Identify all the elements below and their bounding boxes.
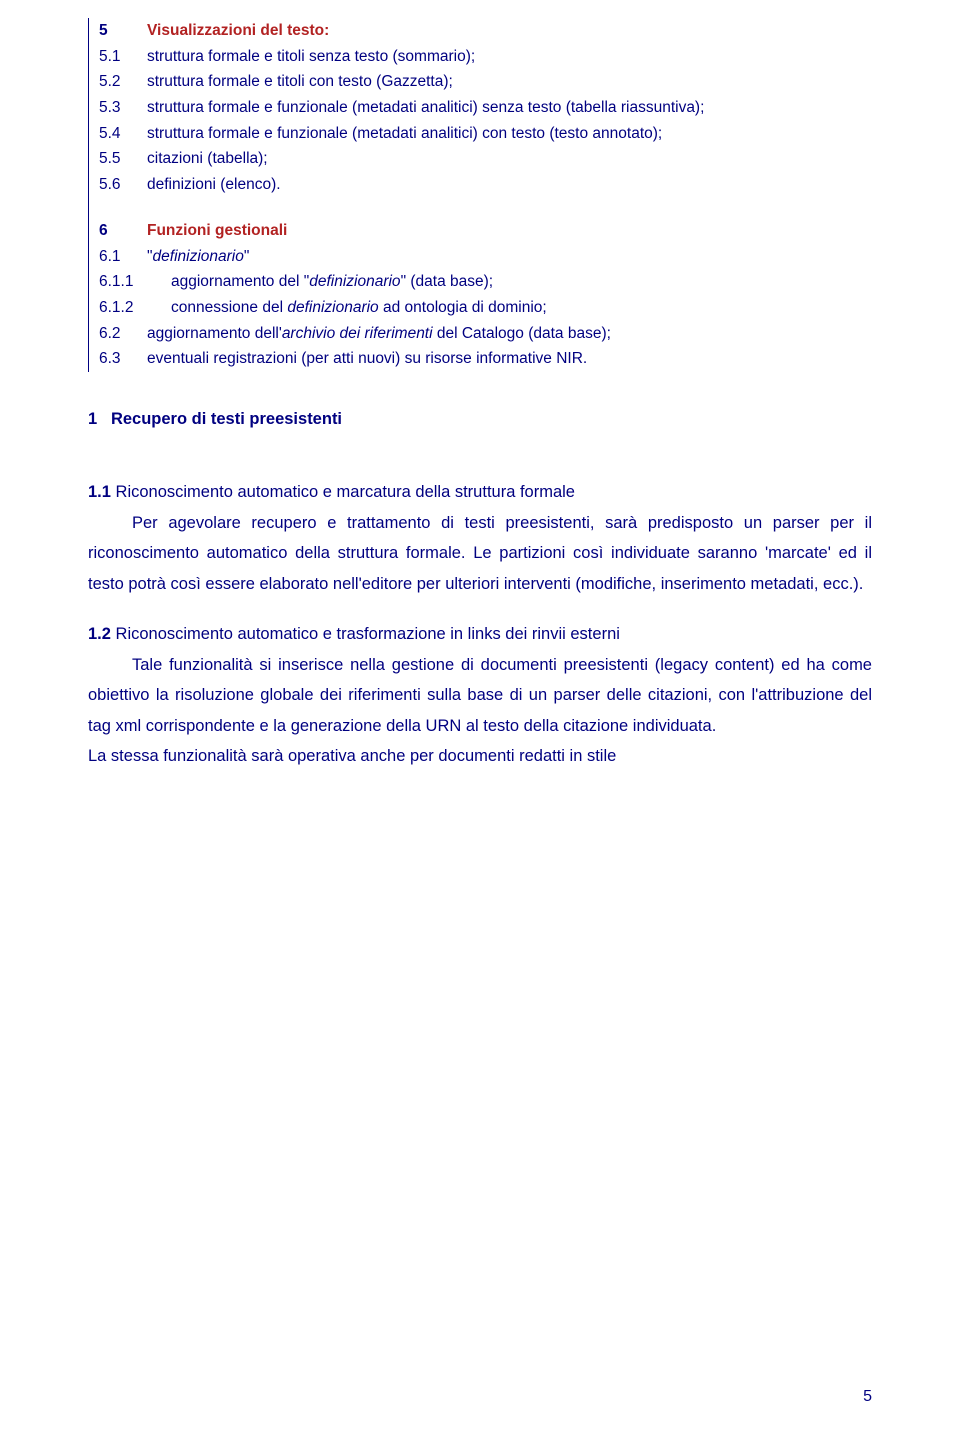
row-num: 6.1 <box>89 244 147 270</box>
row-text: aggiornamento dell'archivio dei riferime… <box>147 321 872 347</box>
row-text: struttura formale e funzionale (metadati… <box>147 121 872 147</box>
section-title: Visualizzazioni del testo: <box>147 18 872 44</box>
table-row: 5.2struttura formale e titoli con testo … <box>89 69 872 95</box>
heading-text: Recupero di testi preesistenti <box>111 410 342 428</box>
row-text: struttura formale e funzionale (metadati… <box>147 95 872 121</box>
row-num: 6.3 <box>89 346 147 372</box>
table-row: 6 Funzioni gestionali <box>89 218 872 244</box>
row-num: 6 <box>89 218 147 244</box>
table-row: 5 Visualizzazioni del testo: <box>89 18 872 44</box>
row-text: aggiornamento del "definizionario" (data… <box>171 269 872 295</box>
heading-num: 1 <box>88 410 97 428</box>
para-title: 1.2 Riconoscimento automatico e trasform… <box>88 619 872 650</box>
row-text: struttura formale e titoli con testo (Ga… <box>147 69 872 95</box>
table-row: 6.1.2connessione del definizionario ad o… <box>89 295 872 321</box>
text-pre: connessione del <box>171 299 287 316</box>
para-title: 1.1 Riconoscimento automatico e marcatur… <box>88 477 872 508</box>
row-num: 5.2 <box>89 69 147 95</box>
table-row: 5.5citazioni (tabella); <box>89 146 872 172</box>
para-1-2: 1.2 Riconoscimento automatico e trasform… <box>88 619 872 772</box>
table-row: 5.4struttura formale e funzionale (metad… <box>89 121 872 147</box>
text-pre: aggiornamento dell' <box>147 325 282 342</box>
text-italic: archivio dei riferimenti <box>282 325 433 342</box>
para-1-1: 1.1 Riconoscimento automatico e marcatur… <box>88 477 872 599</box>
text-post: " (data base); <box>401 273 494 290</box>
text-italic: definizionario <box>309 273 400 290</box>
row-num: 5 <box>89 18 147 44</box>
text-post: " <box>244 248 250 265</box>
table-row: 6.1.1aggiornamento del "definizionario" … <box>89 269 872 295</box>
spacer <box>89 198 872 218</box>
row-text: connessione del definizionario ad ontolo… <box>171 295 872 321</box>
row-text: "definizionario" <box>147 244 872 270</box>
page-number: 5 <box>863 1386 872 1408</box>
row-num: 6.2 <box>89 321 147 347</box>
table-row: 5.1struttura formale e titoli senza test… <box>89 44 872 70</box>
row-num: 5.3 <box>89 95 147 121</box>
row-num: 6.1.2 <box>89 295 171 321</box>
text-italic: definizionario <box>287 299 378 316</box>
para-num: 1.1 <box>88 483 111 501</box>
para-title-text: Riconoscimento automatico e trasformazio… <box>111 625 620 643</box>
text-pre: aggiornamento del " <box>171 273 309 290</box>
row-num: 5.4 <box>89 121 147 147</box>
row-num: 5.5 <box>89 146 147 172</box>
table-row: 6.3eventuali registrazioni (per atti nuo… <box>89 346 872 372</box>
para-body: Tale funzionalità si inserisce nella ges… <box>88 650 872 742</box>
para-title-text: Riconoscimento automatico e marcatura de… <box>111 483 575 501</box>
text-italic: definizionario <box>153 248 244 265</box>
table-row: 5.3struttura formale e funzionale (metad… <box>89 95 872 121</box>
row-text: eventuali registrazioni (per atti nuovi)… <box>147 346 872 372</box>
table-row: 6.1"definizionario" <box>89 244 872 270</box>
heading-1: 1 Recupero di testi preesistenti <box>88 408 872 431</box>
para-body: La stessa funzionalità sarà operativa an… <box>88 741 872 772</box>
text-post: ad ontologia di dominio; <box>379 299 547 316</box>
table-row: 5.6definizioni (elenco). <box>89 172 872 198</box>
row-num: 6.1.1 <box>89 269 171 295</box>
section-title: Funzioni gestionali <box>147 218 872 244</box>
row-num: 5.1 <box>89 44 147 70</box>
row-text: citazioni (tabella); <box>147 146 872 172</box>
row-num: 5.6 <box>89 172 147 198</box>
para-body: Per agevolare recupero e trattamento di … <box>88 508 872 600</box>
text-post: del Catalogo (data base); <box>433 325 611 342</box>
row-text: struttura formale e titoli senza testo (… <box>147 44 872 70</box>
para-num: 1.2 <box>88 625 111 643</box>
table-row: 6.2aggiornamento dell'archivio dei rifer… <box>89 321 872 347</box>
row-text: definizioni (elenco). <box>147 172 872 198</box>
outline-table: 5 Visualizzazioni del testo: 5.1struttur… <box>88 18 872 372</box>
text-pre: eventuali registrazioni (per atti nuovi)… <box>147 350 587 367</box>
